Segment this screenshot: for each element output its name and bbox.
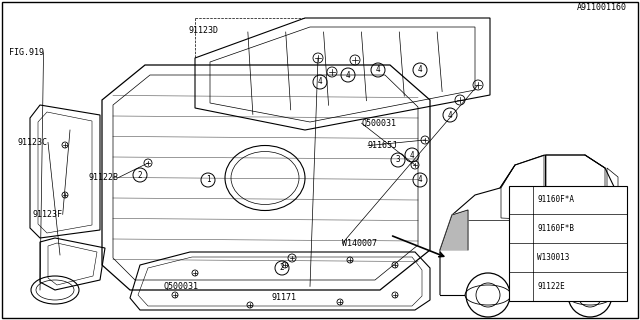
Text: 4: 4	[448, 110, 452, 119]
Text: 4: 4	[418, 175, 422, 185]
Polygon shape	[440, 210, 468, 250]
Text: 4: 4	[376, 66, 380, 75]
Text: W130013: W130013	[538, 253, 570, 262]
Text: 4: 4	[518, 282, 524, 291]
Text: FIG.919: FIG.919	[8, 48, 44, 57]
Text: A911001160: A911001160	[577, 3, 627, 12]
Text: 4: 4	[410, 150, 414, 159]
Text: 2: 2	[280, 263, 284, 273]
Text: 91160F*A: 91160F*A	[538, 196, 574, 204]
Text: Q500031: Q500031	[362, 119, 397, 128]
Text: 3: 3	[396, 156, 400, 164]
Polygon shape	[509, 186, 627, 301]
Text: 1: 1	[518, 196, 524, 204]
Ellipse shape	[567, 285, 613, 305]
Text: W140007: W140007	[342, 239, 378, 248]
Text: 2: 2	[518, 224, 524, 233]
Text: 1: 1	[205, 175, 211, 185]
Text: 91160F*B: 91160F*B	[538, 224, 574, 233]
Text: 91123C: 91123C	[18, 138, 48, 147]
Text: 91122E: 91122E	[538, 282, 565, 291]
Text: 91122B: 91122B	[88, 173, 118, 182]
Text: 2: 2	[138, 171, 142, 180]
Text: 4: 4	[317, 77, 323, 86]
Text: Q500031: Q500031	[163, 282, 198, 291]
Text: 4: 4	[346, 70, 350, 79]
Text: 91171: 91171	[272, 293, 297, 302]
Text: 91165J: 91165J	[368, 141, 398, 150]
Text: 91123D: 91123D	[189, 26, 219, 35]
Text: 4: 4	[418, 66, 422, 75]
Ellipse shape	[465, 285, 511, 305]
Text: 91123F: 91123F	[33, 210, 63, 219]
Text: 3: 3	[518, 253, 524, 262]
